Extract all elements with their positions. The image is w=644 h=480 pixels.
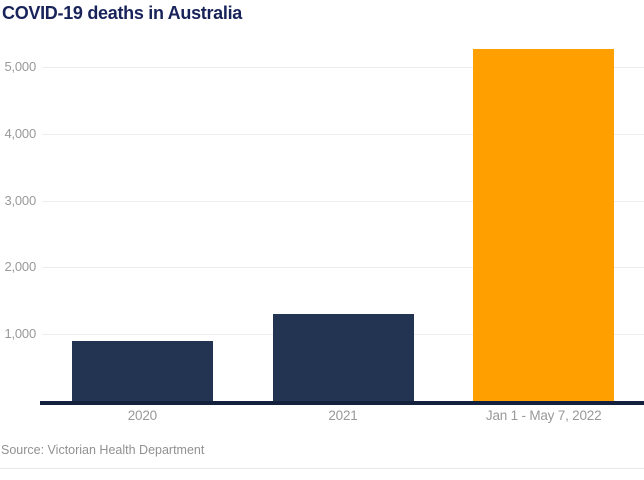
source-caption: Source: Victorian Health Department xyxy=(1,443,205,457)
x-tick-label-2020: 2020 xyxy=(127,408,157,423)
bar-jan-1-may-7-2022 xyxy=(473,48,615,401)
y-tick-label-2,000: 2,000 xyxy=(4,259,36,275)
chart-title: COVID-19 deaths in Australia xyxy=(2,3,242,23)
gridline-5,000 xyxy=(42,66,644,68)
x-axis-labels: 2020 2021 Jan 1 - May 7, 2022 xyxy=(42,407,644,425)
y-tick-label-1,000: 1,000 xyxy=(4,326,36,342)
gridline-4,000 xyxy=(42,133,644,135)
plot-area xyxy=(42,0,644,401)
y-tick-label-5,000: 5,000 xyxy=(4,58,36,74)
x-axis-line xyxy=(40,401,644,405)
y-axis-labels: 1,000 2,000 3,000 4,000 5,000 xyxy=(0,0,36,401)
bottom-divider xyxy=(0,468,644,469)
x-tick-label-2021: 2021 xyxy=(328,408,358,423)
bar-2021 xyxy=(272,314,414,401)
gridline-2,000 xyxy=(42,267,644,269)
x-tick-label-jan-1-may-7-2022: Jan 1 - May 7, 2022 xyxy=(485,408,602,423)
y-tick-label-4,000: 4,000 xyxy=(4,125,36,141)
bar-2020 xyxy=(71,340,213,401)
y-tick-label-3,000: 3,000 xyxy=(4,192,36,208)
gridline-3,000 xyxy=(42,200,644,202)
